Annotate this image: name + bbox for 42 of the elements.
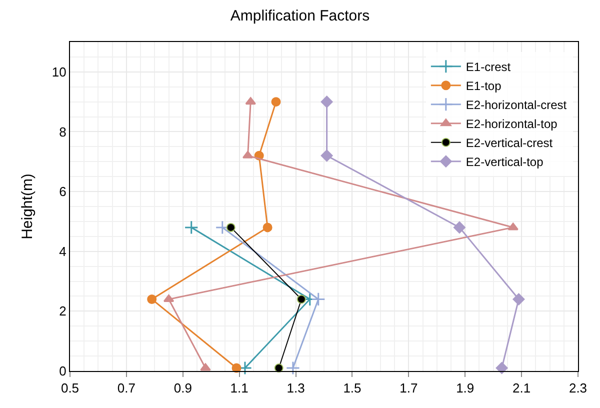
legend-label: E1-crest <box>466 60 512 74</box>
x-tick-label: 1.1 <box>230 380 248 396</box>
legend-label: E2-horizontal-crest <box>466 98 568 112</box>
y-tick-label: 10 <box>52 64 66 80</box>
x-tick-label: 1.5 <box>343 380 362 396</box>
point <box>320 96 333 108</box>
point <box>274 364 284 373</box>
y-tick-label: 2 <box>59 304 66 319</box>
point <box>200 363 211 371</box>
x-tick-label: 1.9 <box>456 380 474 396</box>
y-tick-label: 0 <box>59 364 66 379</box>
point <box>454 221 466 234</box>
x-tick-label: 0.9 <box>174 380 192 396</box>
x-tick-label: 0.5 <box>60 380 80 396</box>
legend-label: E2-horizontal-top <box>466 117 558 132</box>
x-tick-label: 1.7 <box>400 380 418 396</box>
x-tick-label: 0.7 <box>117 380 136 396</box>
chart-title: Amplification Factors <box>230 8 370 25</box>
legend-label: E2-vertical-crest <box>466 136 554 150</box>
point <box>512 293 525 306</box>
point <box>286 360 300 376</box>
point <box>245 97 256 105</box>
y-tick-label: 8 <box>59 124 66 140</box>
x-tick-label: 2.3 <box>568 380 588 396</box>
point <box>184 220 198 234</box>
point <box>496 362 508 374</box>
y-axis-title: Height(m) <box>19 174 36 240</box>
point <box>311 292 326 306</box>
point <box>320 150 333 162</box>
point <box>226 222 236 232</box>
x-tick-label: 2.1 <box>512 380 531 396</box>
point <box>262 222 272 232</box>
legend-label: E1-top <box>466 79 502 94</box>
point <box>508 222 518 230</box>
point <box>147 294 157 304</box>
x-tick-label: 1.3 <box>286 380 305 396</box>
legend-label: E2-vertical-top <box>466 155 544 170</box>
y-tick-label: 4 <box>59 244 66 259</box>
point <box>296 294 306 304</box>
point <box>271 97 281 107</box>
point <box>232 363 242 373</box>
y-tick-label: 6 <box>59 184 66 200</box>
